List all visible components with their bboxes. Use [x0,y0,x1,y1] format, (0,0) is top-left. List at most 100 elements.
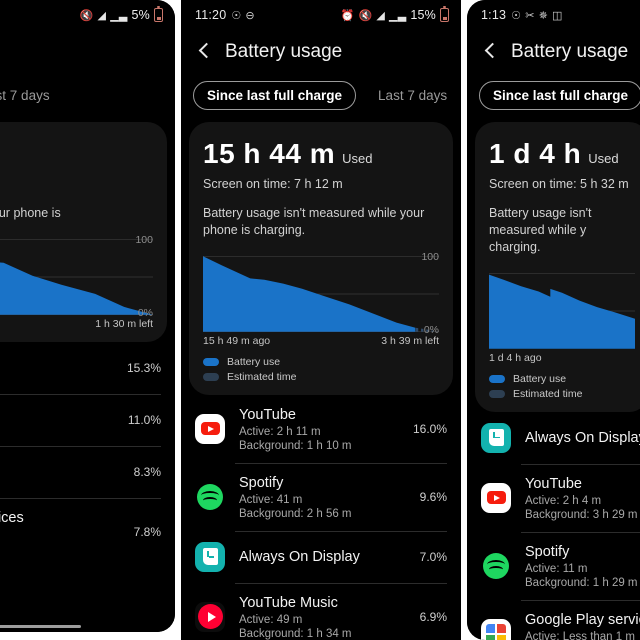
wifi-icon: ◢ [376,9,386,22]
app-active-time: Active: 2 h 11 m [239,425,321,438]
table-row[interactable]: Always On Display 7.0% [189,530,453,583]
table-row[interactable]: lay services than 1 m 1 d 8 h 7.8% [0,497,167,566]
tab-bar-middle: Since last full charge Last 7 days [181,74,461,116]
at-icon: ☉ [511,9,522,22]
summary-card-left: d m asured while your phone is 100 0% [0,122,167,342]
table-row[interactable]: 4 m 2 h 22 m 15.3% [0,342,167,394]
table-row[interactable]: 4 h 20 m 11.0% [0,393,167,446]
battery-chart-left: 100 0% [0,234,153,319]
at-icon: ☉ [231,9,242,22]
battery-icon [154,6,163,22]
app-percent: 16.0% [412,421,447,436]
tab-since-last-full-charge[interactable]: Since last full charge [193,80,357,110]
back-chevron-icon[interactable] [193,41,215,63]
legend-label: Battery use [513,372,567,385]
legend-label: Battery use [227,355,281,368]
app-percent: 9.6% [419,489,447,504]
status-right-icons: ⏰ 🔇 ◢ ▁▃ 15% [340,6,449,22]
clock-page-glyph [202,548,218,566]
screen-on-time: m [0,177,153,191]
play-glyph [200,422,220,436]
used-line: d [0,138,153,170]
battery-chart-middle: 100 0% [203,251,439,336]
mute-icon: 🔇 [79,9,94,22]
table-row[interactable]: YouTube Active: 2 h 4 m Background: 3 h … [475,463,640,532]
chart-x-right-label: 3 h 39 m left [381,334,439,347]
always-on-display-icon [195,541,225,572]
legend-item: Battery use [203,356,439,368]
table-row[interactable]: Google Play service Active: Less than 1 … [475,599,640,640]
spotify-glyph [197,483,223,510]
chart-x-left-label: 1 d 4 h ago [489,351,542,364]
back-chevron-icon[interactable] [479,41,501,63]
screen-on-time: Screen on time: 5 h 32 m [489,177,629,191]
legend-label: Estimated time [513,387,583,400]
app-info: Google Play service Active: Less than 1 … [525,611,640,640]
play-circle-glyph [197,604,223,630]
app-info: 4 m 2 h 22 m [0,354,119,382]
app-name: Always On Display [239,548,360,565]
screen-right: 1:13 ☉ ✂ ✵ ◫ Battery usage Since last fu… [467,0,640,640]
tab-last-7-days[interactable]: Last 7 days [378,87,448,103]
app-percent: 7.8% [133,524,161,539]
battery-percent-label: 15% [410,8,436,22]
app-background-time: Background: 1 h 29 m [525,576,638,589]
battery-chart-svg [489,272,635,349]
app-info: m 1 h 5 m [0,458,126,486]
always-on-display-icon [481,422,511,453]
table-row[interactable]: Spotify Active: 11 m Background: 1 h 29 … [475,531,640,600]
home-indicator[interactable] [0,624,81,628]
app-active-time: m [0,460,126,472]
page-title: Battery usage [225,41,343,62]
app-background-time: Background: 1 h 34 m [239,627,352,640]
app-background-time: Background: 3 h 29 m [525,508,638,521]
app-active-time: than 1 m [0,529,126,541]
charging-note: Battery usage isn't measured while your … [203,206,425,237]
battery-chart-svg [0,238,153,315]
status-left-icons: ☉ ⊖ [231,9,254,22]
summary-card-right: 1 d 4 h Used Screen on time: 5 h 32 m Ba… [475,122,640,412]
tab-bar-left: arge Last 7 days [0,74,175,116]
app-name: Always On Display [525,429,640,446]
app-info: Always On Display [239,548,412,566]
app-usage-list-middle: YouTube Active: 2 h 11 m Background: 1 h… [181,395,461,640]
table-row[interactable]: m 1 h 5 m 8.3% [0,445,167,498]
wifi-icon: ◢ [97,9,107,22]
used-line: 1 d 4 h Used [489,138,635,170]
chart-x-left-label: 15 h 49 m ago [203,334,271,347]
chart-x-labels-left: 1 h 30 m left [0,318,153,330]
battery-icon [440,6,449,22]
app-percent: 7.0% [419,549,447,564]
app-active-time: Active: 41 m [239,493,303,506]
table-row[interactable]: Always On Display [475,412,640,464]
legend-swatch-estimated-time [489,389,505,398]
phone-panel-left: 🔇 ◢ ▁▃ 5% ge arge Last 7 days d m [0,0,175,632]
dnd-icon: ⊖ [245,9,255,22]
table-row[interactable]: YouTube Music Active: 49 m Background: 1… [189,582,453,640]
table-row[interactable]: Spotify Active: 41 m Background: 2 h 56 … [189,462,453,531]
app-background-time: 1 d 8 h [0,543,126,555]
app-info: Spotify Active: 11 m Background: 1 h 29 … [525,543,640,589]
app-info: Always On Display [525,429,640,447]
app-name: YouTube Music [239,594,338,611]
alarm-icon: ⏰ [340,9,355,22]
battery-chart-right [489,272,635,350]
used-label: Used [588,151,619,166]
chart-x-labels-middle: 15 h 49 m ago 3 h 39 m left [203,335,439,347]
legend-item: Battery use [489,373,635,385]
app-active-time: Active: 2 h 4 m [525,494,602,507]
used-label: Used [342,151,373,166]
tab-last-7-days[interactable]: Last 7 days [0,87,50,103]
app-info: 4 h 20 m [0,413,120,427]
app-background-time: 4 h 20 m [0,415,120,427]
chart-max-label: 100 [421,250,439,263]
charging-note: Battery usage isn't measured while y cha… [489,206,592,254]
table-row[interactable]: YouTube Active: 2 h 11 m Background: 1 h… [189,395,453,463]
app-background-time: 1 h 5 m [0,474,126,486]
tab-since-last-full-charge[interactable]: Since last full charge [479,80,640,110]
screen-left: 🔇 ◢ ▁▃ 5% ge arge Last 7 days d m [0,0,175,632]
used-value: 1 d 4 h [489,138,582,169]
battery-percent-label: 5% [131,8,150,22]
spotify-glyph [483,552,509,579]
